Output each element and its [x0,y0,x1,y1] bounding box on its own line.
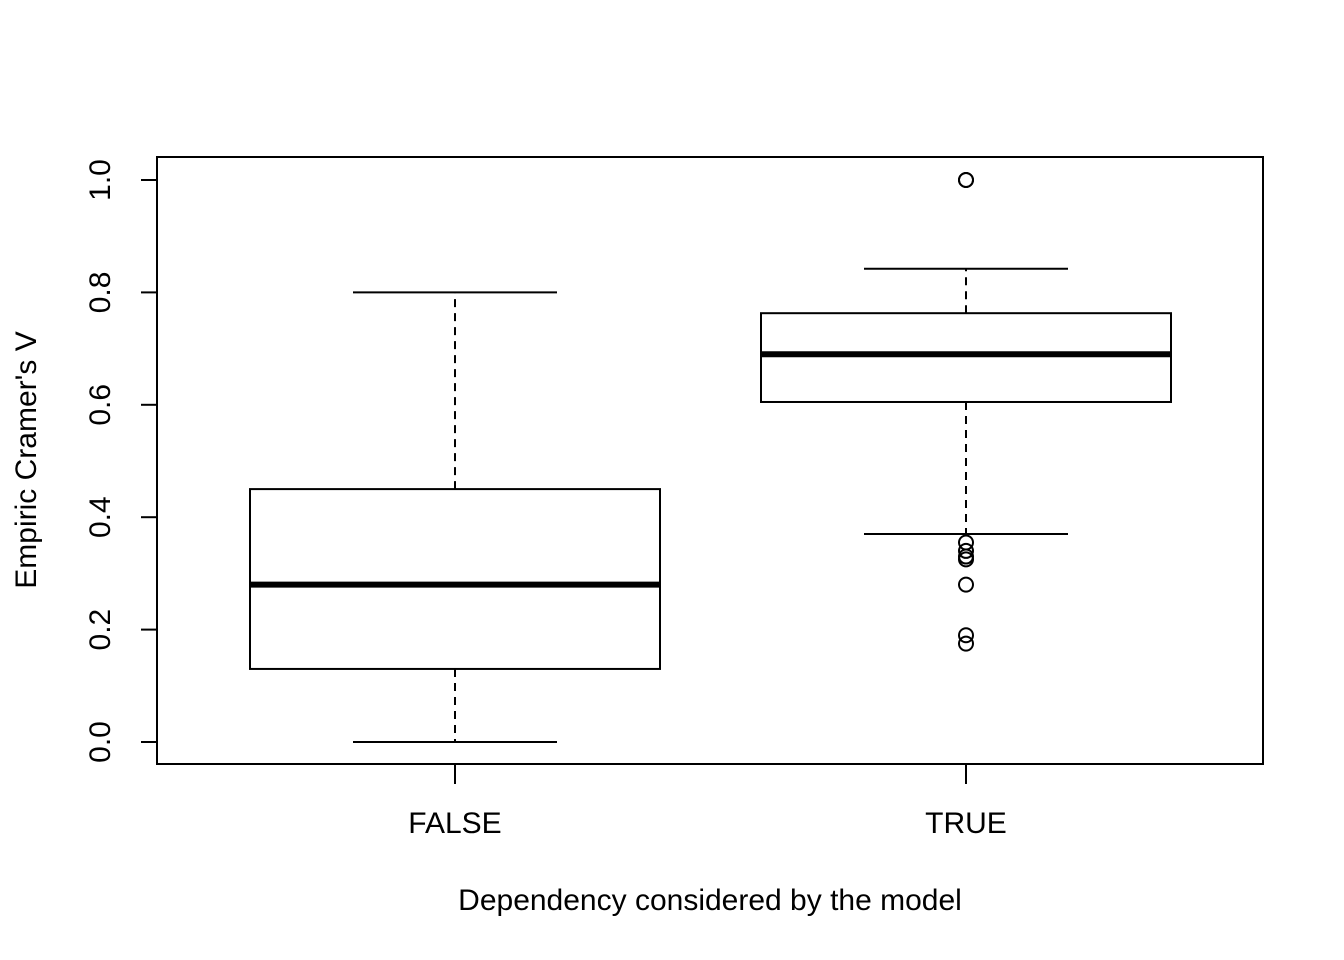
x-axis-label: Dependency considered by the model [458,884,962,917]
x-axis: FALSE TRUE [408,764,1007,840]
outlier-point [958,576,974,593]
y-axis: 0.0 0.2 0.4 0.6 0.8 1.0 [84,159,157,763]
outlier-point [958,551,974,568]
outlier-point [958,627,974,644]
box-true [760,172,1172,652]
y-tick-label: 0.2 [84,609,117,651]
outlier-point [958,635,974,652]
plot-frame [156,156,1264,765]
y-tick-label: 0.0 [84,721,117,763]
box-false [249,291,661,743]
outlier-point [958,542,974,559]
y-tick-label: 0.8 [84,272,117,314]
y-tick-label: 0.6 [84,384,117,426]
iqr-box [760,312,1172,403]
x-tick-label: TRUE [925,807,1007,840]
outlier-point [958,172,974,188]
y-tick-label: 1.0 [84,159,117,201]
x-tick-label: FALSE [408,807,501,840]
box-series [249,172,1172,743]
iqr-box [249,488,661,670]
y-tick-label: 0.4 [84,496,117,538]
y-axis-label: Empiric Cramer's V [10,331,43,588]
